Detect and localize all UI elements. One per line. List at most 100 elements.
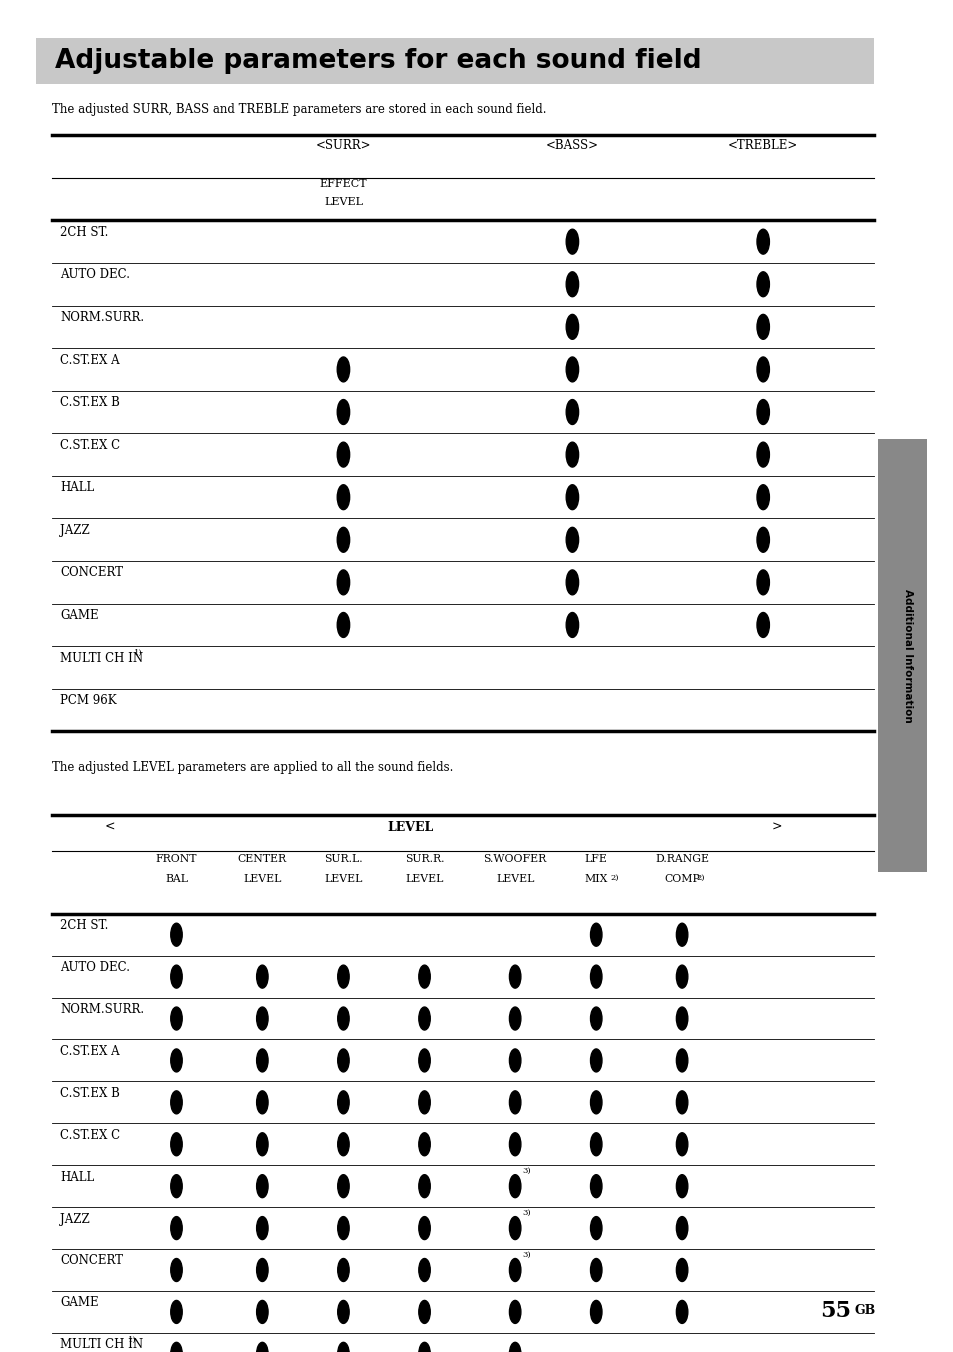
Ellipse shape [565,612,578,637]
Text: LEVEL: LEVEL [324,196,362,207]
Ellipse shape [337,1175,349,1198]
Ellipse shape [590,1301,601,1324]
Text: LEVEL: LEVEL [387,821,433,834]
Text: 2): 2) [696,873,704,882]
Text: Additional Information: Additional Information [902,589,912,722]
Ellipse shape [336,485,349,510]
Text: LFE: LFE [584,853,607,864]
Ellipse shape [509,965,520,988]
Ellipse shape [757,357,768,381]
Ellipse shape [171,1259,182,1282]
Text: GAME: GAME [60,1297,98,1309]
Ellipse shape [337,1049,349,1072]
Ellipse shape [256,1343,268,1352]
Text: S.WOOFER: S.WOOFER [483,853,546,864]
Text: COMP: COMP [663,873,700,884]
Ellipse shape [757,400,768,425]
Ellipse shape [676,1133,687,1156]
Ellipse shape [337,965,349,988]
Ellipse shape [418,1175,430,1198]
Ellipse shape [509,1175,520,1198]
Text: C.ST.EX A: C.ST.EX A [60,353,120,366]
Ellipse shape [336,527,349,552]
Ellipse shape [256,1259,268,1282]
Text: 3): 3) [522,1251,531,1259]
Text: AUTO DEC.: AUTO DEC. [60,268,130,281]
Ellipse shape [171,1007,182,1030]
Ellipse shape [418,1217,430,1240]
Text: GB: GB [854,1303,875,1317]
Ellipse shape [676,1175,687,1198]
Text: MIX: MIX [584,873,607,884]
Ellipse shape [418,1259,430,1282]
Text: GAME: GAME [60,608,98,622]
Ellipse shape [418,1301,430,1324]
Text: C.ST.EX C: C.ST.EX C [60,1129,120,1141]
Ellipse shape [336,442,349,466]
Ellipse shape [337,1007,349,1030]
Text: 3): 3) [522,1167,531,1175]
Text: MULTI CH IN: MULTI CH IN [60,652,143,665]
Text: BAL: BAL [165,873,188,884]
Ellipse shape [418,1007,430,1030]
Text: FRONT: FRONT [155,853,197,864]
Ellipse shape [757,485,768,510]
Text: The adjusted SURR, BASS and TREBLE parameters are stored in each sound field.: The adjusted SURR, BASS and TREBLE param… [52,103,546,116]
Ellipse shape [757,315,768,339]
FancyBboxPatch shape [877,439,926,872]
Ellipse shape [337,1259,349,1282]
Ellipse shape [676,1091,687,1114]
Text: NORM.SURR.: NORM.SURR. [60,311,144,324]
Text: CENTER: CENTER [237,853,287,864]
Ellipse shape [256,1049,268,1072]
Text: 3): 3) [522,1209,531,1217]
Text: CONCERT: CONCERT [60,566,123,580]
Text: LEVEL: LEVEL [324,873,362,884]
Ellipse shape [509,1301,520,1324]
Ellipse shape [565,230,578,254]
Ellipse shape [590,923,601,946]
Ellipse shape [565,485,578,510]
Ellipse shape [256,1301,268,1324]
Ellipse shape [256,1091,268,1114]
Ellipse shape [590,965,601,988]
Ellipse shape [565,315,578,339]
Ellipse shape [171,1049,182,1072]
Ellipse shape [509,1217,520,1240]
Ellipse shape [171,1091,182,1114]
Ellipse shape [590,1091,601,1114]
Ellipse shape [418,1049,430,1072]
Text: MULTI CH IN: MULTI CH IN [60,1338,143,1351]
Ellipse shape [590,1259,601,1282]
Ellipse shape [757,612,768,637]
Text: C.ST.EX A: C.ST.EX A [60,1045,120,1057]
Ellipse shape [676,923,687,946]
Ellipse shape [676,1301,687,1324]
Text: 2): 2) [610,873,618,882]
Ellipse shape [757,230,768,254]
Text: <TREBLE>: <TREBLE> [727,139,798,153]
Ellipse shape [171,1343,182,1352]
Ellipse shape [565,357,578,381]
Ellipse shape [336,400,349,425]
Ellipse shape [676,1259,687,1282]
Ellipse shape [565,272,578,296]
Text: C.ST.EX B: C.ST.EX B [60,1087,120,1099]
Text: C.ST.EX C: C.ST.EX C [60,438,120,452]
Text: LEVEL: LEVEL [243,873,281,884]
Text: AUTO DEC.: AUTO DEC. [60,961,130,973]
Ellipse shape [418,1091,430,1114]
Ellipse shape [256,965,268,988]
Ellipse shape [171,923,182,946]
Text: 2CH ST.: 2CH ST. [60,919,109,932]
Ellipse shape [509,1049,520,1072]
Text: EFFECT: EFFECT [319,178,367,189]
Ellipse shape [418,1343,430,1352]
Ellipse shape [336,357,349,381]
Text: The adjusted LEVEL parameters are applied to all the sound fields.: The adjusted LEVEL parameters are applie… [52,761,454,775]
Text: D.RANGE: D.RANGE [655,853,708,864]
Ellipse shape [590,1217,601,1240]
Ellipse shape [171,965,182,988]
Ellipse shape [336,571,349,595]
Ellipse shape [676,1049,687,1072]
